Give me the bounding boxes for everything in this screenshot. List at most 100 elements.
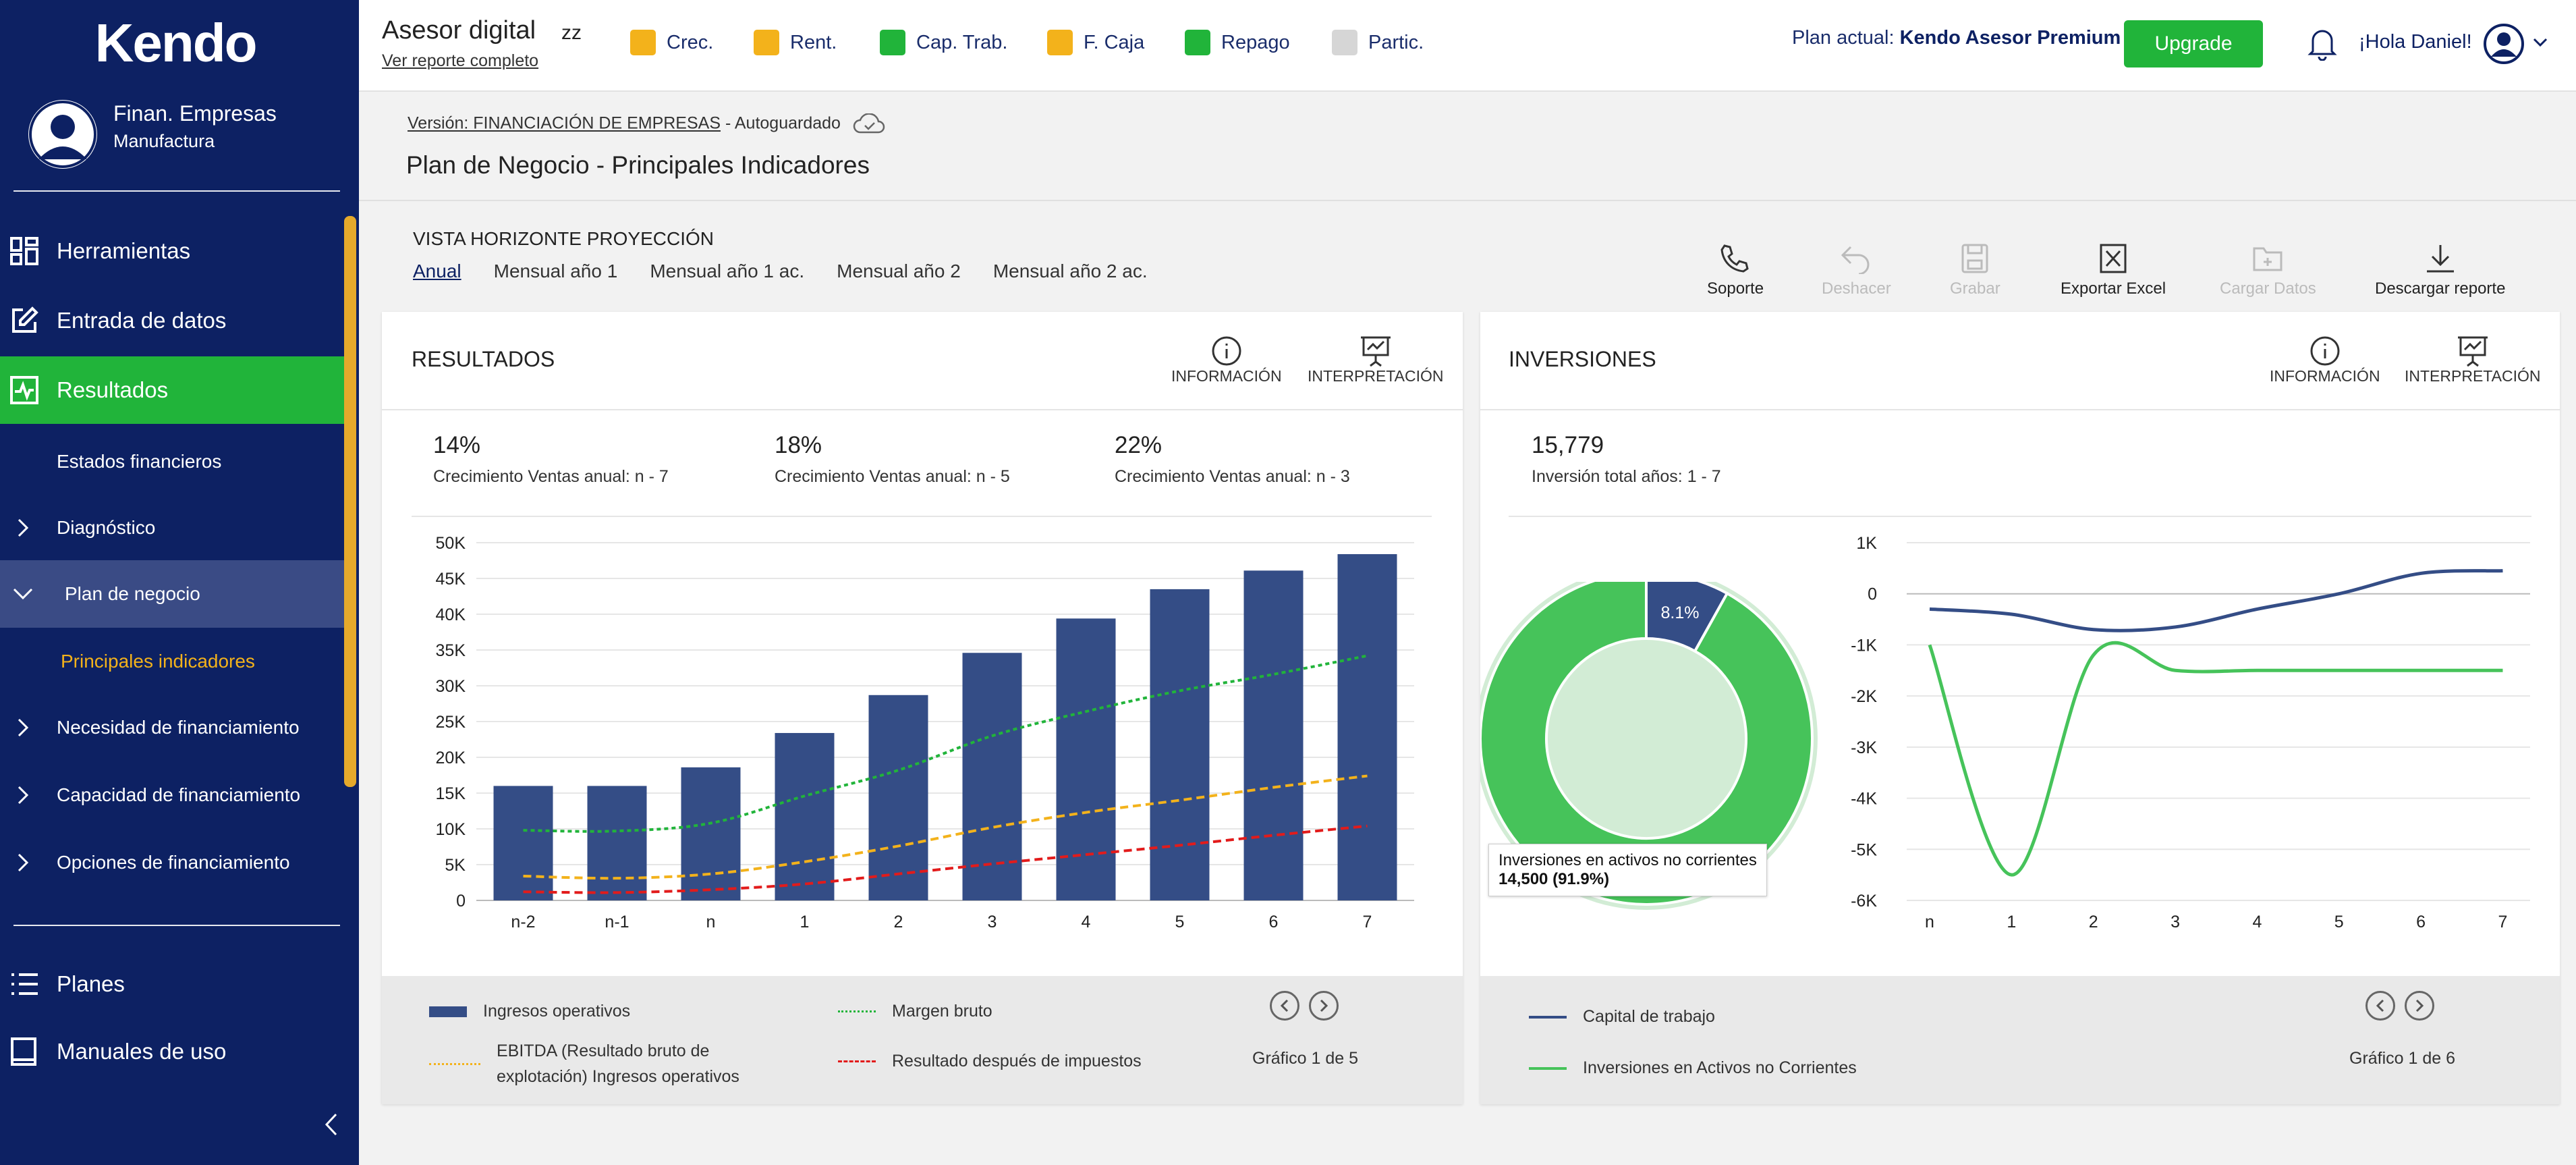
- next-chart-button[interactable]: [1309, 991, 1339, 1021]
- version-link[interactable]: Versión: FINANCIACIÓN DE EMPRESAS: [408, 113, 721, 133]
- app-title: Asesor digital: [382, 16, 536, 45]
- logo: Kendo: [94, 13, 258, 73]
- chart-pager: Gráfico 1 de 5: [1252, 1049, 1359, 1068]
- chevron-right-icon: [2415, 999, 2424, 1012]
- indicator-cap-trab[interactable]: Cap. Trab.: [880, 30, 1007, 55]
- x-tick-label: 5: [2334, 913, 2344, 931]
- interpretacion-button[interactable]: INTERPRETACIÓN: [2405, 335, 2540, 385]
- divider: [13, 925, 340, 926]
- indicator-crec[interactable]: Crec.: [630, 30, 713, 55]
- exportar-excel-button[interactable]: Exportar Excel: [2061, 243, 2166, 298]
- kpi-value: 18%: [775, 432, 822, 458]
- nav-opciones-financiamiento[interactable]: Opciones de financiamiento: [0, 829, 344, 896]
- tab-mensual-2-ac[interactable]: Mensual año 2 ac.: [992, 261, 1148, 281]
- project-code: zz: [561, 22, 582, 44]
- nav-manuales[interactable]: Manuales de uso: [0, 1018, 344, 1085]
- interpretacion-button[interactable]: INTERPRETACIÓN: [1308, 335, 1443, 385]
- bar-ingresos: [775, 732, 835, 900]
- nav-principales-indicadores[interactable]: Principales indicadores: [61, 651, 255, 672]
- x-tick-label: n: [706, 913, 716, 931]
- x-tick-label: 3: [988, 913, 997, 931]
- legend-ebitda: EBITDA (Resultado bruto de explotación) I…: [429, 1038, 739, 1089]
- y-tick-label: -5K: [1851, 840, 1877, 859]
- chevron-down-icon[interactable]: [2533, 38, 2548, 47]
- book-icon: [11, 1037, 36, 1066]
- y-tick-label: 0: [456, 892, 466, 911]
- soporte-button[interactable]: Soporte: [1707, 243, 1764, 298]
- kpi-value: 15,779: [1532, 432, 1604, 458]
- chevron-right-icon: [1320, 999, 1328, 1012]
- full-report-link[interactable]: Ver reporte completo: [382, 51, 539, 70]
- info-button[interactable]: INFORMACIÓN: [2270, 335, 2380, 385]
- indicator-repago[interactable]: Repago: [1185, 30, 1290, 55]
- chevron-right-icon: [18, 718, 29, 737]
- status-swatch: [1332, 30, 1357, 55]
- info-icon: [2310, 336, 2340, 366]
- bell-icon[interactable]: [2307, 26, 2337, 61]
- cargar-datos-button[interactable]: Cargar Datos: [2220, 243, 2316, 298]
- upgrade-button[interactable]: Upgrade: [2124, 20, 2263, 67]
- download-icon: [2426, 245, 2454, 273]
- tab-mensual-1-ac[interactable]: Mensual año 1 ac.: [650, 261, 805, 281]
- kpi-label: Crecimiento Ventas anual: n - 3: [1115, 467, 1350, 486]
- y-tick-label: -2K: [1851, 687, 1877, 706]
- bar-ingresos: [1243, 570, 1304, 900]
- next-chart-button[interactable]: [2405, 991, 2434, 1021]
- inversiones-line-chart: 1K 0 -1K -2K -3K -4K -5K -6K n 1 2 3 4 5 6 7: [1851, 534, 2530, 931]
- kpi-label: Inversión total años: 1 - 7: [1532, 467, 1721, 486]
- nav-entrada-datos[interactable]: Entrada de datos: [0, 287, 344, 354]
- y-tick-label: 30K: [436, 677, 466, 696]
- save-icon: [1961, 244, 1988, 273]
- sidebar-scrollbar[interactable]: [344, 216, 356, 787]
- legend-activos: Inversiones en Activos no Corrientes: [1529, 1058, 1857, 1078]
- slice-activos-no-corrientes: [1480, 582, 1814, 906]
- descargar-reporte-button[interactable]: Descargar reporte: [2375, 243, 2505, 298]
- legend-ingresos: Ingresos operativos: [429, 1002, 630, 1021]
- inversiones-donut: 8.1%: [1480, 582, 1818, 910]
- nav-capacidad-financiamiento[interactable]: Capacidad de financiamiento: [0, 761, 344, 829]
- nav-herramientas[interactable]: Herramientas: [0, 217, 344, 285]
- prev-chart-button[interactable]: [1270, 991, 1299, 1021]
- y-tick-label: -6K: [1851, 892, 1877, 911]
- plan-label: Plan actual: Kendo Asesor Premium: [1792, 27, 2121, 49]
- y-tick-label: -4K: [1851, 790, 1877, 809]
- y-tick-label: 35K: [436, 641, 466, 660]
- kpi-label: Crecimiento Ventas anual: n - 5: [775, 467, 1010, 486]
- nav-resultados[interactable]: Resultados: [0, 356, 344, 424]
- tab-mensual-1[interactable]: Mensual año 1: [493, 261, 618, 281]
- user-avatar-icon[interactable]: [2483, 23, 2525, 65]
- grabar-button[interactable]: Grabar: [1950, 243, 2000, 298]
- folder-icon: [2253, 247, 2283, 271]
- line-capital-trabajo: [1929, 569, 2503, 632]
- info-button[interactable]: INFORMACIÓN: [1171, 335, 1282, 385]
- top-header: Asesor digital zz Ver reporte completo C…: [359, 0, 2576, 92]
- y-tick-label: 10K: [436, 820, 466, 839]
- nav-diagnostico[interactable]: Diagnóstico: [0, 494, 344, 562]
- collapse-sidebar-icon[interactable]: [324, 1112, 339, 1137]
- kpi-value: 22%: [1115, 432, 1163, 458]
- x-tick-label: 1: [800, 913, 810, 931]
- greeting: ¡Hola Daniel!: [2359, 31, 2472, 53]
- chevron-left-icon: [2376, 999, 2384, 1012]
- tab-anual[interactable]: Anual: [413, 261, 461, 281]
- y-tick-label: 1K: [1856, 534, 1877, 553]
- x-tick-label: 4: [2252, 913, 2262, 931]
- nav-plan-negocio[interactable]: Plan de negocio: [0, 560, 344, 628]
- nav-estados-financieros[interactable]: Estados financieros: [57, 451, 222, 472]
- deshacer-button[interactable]: Deshacer: [1822, 243, 1891, 298]
- nav-planes[interactable]: Planes: [0, 950, 344, 1018]
- indicator-f-caja[interactable]: F. Caja: [1047, 30, 1144, 55]
- indicator-partic[interactable]: Partic.: [1332, 30, 1424, 55]
- x-tick-label: n: [1925, 913, 1934, 931]
- prev-chart-button[interactable]: [2365, 991, 2395, 1021]
- divider: [1509, 516, 2531, 517]
- nav-necesidad-financiamiento[interactable]: Necesidad de financiamiento: [0, 694, 344, 761]
- x-tick-label: 7: [1363, 913, 1372, 931]
- chevron-down-icon: [13, 588, 33, 600]
- legend-margen: Margen bruto: [838, 1002, 992, 1021]
- version-info: Versión: FINANCIACIÓN DE EMPRESAS - Auto…: [408, 113, 887, 135]
- x-tick-label: n-2: [511, 913, 535, 931]
- tab-mensual-2[interactable]: Mensual año 2: [837, 261, 961, 281]
- indicator-rent[interactable]: Rent.: [754, 30, 837, 55]
- line-activos-no-corrientes: [1928, 641, 2503, 877]
